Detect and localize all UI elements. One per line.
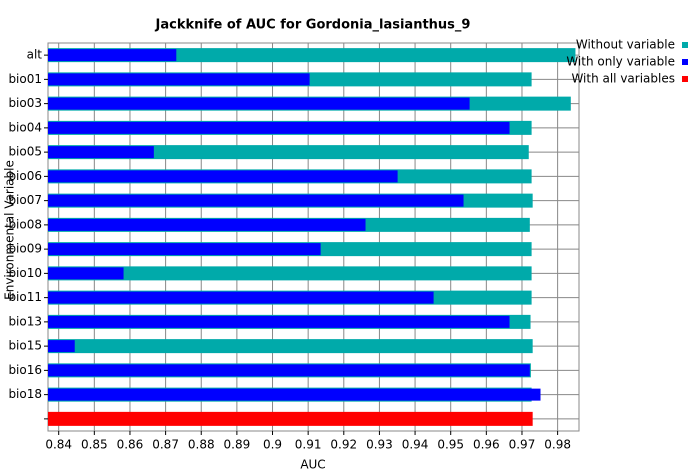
bar <box>48 340 75 353</box>
x-tick-label: 0.93 <box>366 438 393 452</box>
y-tick-label: bio18 <box>8 387 42 401</box>
x-tick-label: 0.92 <box>330 438 357 452</box>
bar <box>48 97 470 110</box>
y-axis-title: Environmental Variable <box>3 160 17 300</box>
bar <box>48 73 310 86</box>
x-tick-label: 0.94 <box>402 438 429 452</box>
bar <box>48 266 532 281</box>
y-tick-label: bio08 <box>8 217 42 231</box>
y-tick-label: bio01 <box>8 72 42 86</box>
bar <box>48 145 529 160</box>
y-tick-label: bio09 <box>8 242 42 256</box>
bar <box>48 218 366 231</box>
legend-label: With all variables <box>571 72 675 86</box>
y-tick-label: bio07 <box>8 193 42 207</box>
x-tick-label: 0.89 <box>224 438 251 452</box>
bar <box>48 411 533 426</box>
bar <box>48 49 177 62</box>
y-tick-label: bio13 <box>8 314 42 328</box>
y-tick-label: bio11 <box>8 290 42 304</box>
x-tick-label: 0.86 <box>117 438 144 452</box>
chart-title: Jackknife of AUC for Gordonia_lasianthus… <box>155 18 471 33</box>
x-tick-label: 0.88 <box>188 438 215 452</box>
x-tick-label: 0.85 <box>81 438 108 452</box>
x-tick-label: 0.95 <box>437 438 464 452</box>
y-tick-label: bio10 <box>8 266 42 280</box>
x-tick-label: 0.84 <box>45 438 72 452</box>
bar <box>48 364 530 377</box>
y-tick-label: bio04 <box>8 120 42 134</box>
bar <box>48 315 510 328</box>
x-tick-label: 0.98 <box>544 438 571 452</box>
legend-label: Without variable <box>576 38 675 52</box>
bar <box>48 388 541 401</box>
y-tick-label: bio15 <box>8 339 42 353</box>
y-tick-label: alt <box>27 48 43 62</box>
x-tick-label: 0.9 <box>263 438 282 452</box>
legend-swatch <box>682 59 688 65</box>
bar <box>48 146 154 159</box>
bar <box>48 267 124 280</box>
y-tick-label: bio03 <box>8 96 42 110</box>
legend-swatch <box>682 76 688 82</box>
x-tick-label: 0.91 <box>295 438 322 452</box>
y-tick-label: bio16 <box>8 363 42 377</box>
bar <box>48 339 533 354</box>
x-tick-label: 0.97 <box>509 438 536 452</box>
x-tick-label: 0.87 <box>152 438 179 452</box>
bar <box>48 48 576 63</box>
bar <box>48 291 434 304</box>
x-tick-label: 0.96 <box>473 438 500 452</box>
legend-label: With only variable <box>566 55 675 69</box>
legend-swatch <box>682 42 688 48</box>
y-tick-label: bio05 <box>8 145 42 159</box>
bar <box>48 243 321 256</box>
x-axis-title: AUC <box>300 458 325 472</box>
y-tick-label: bio06 <box>8 169 42 183</box>
bar <box>48 170 398 183</box>
bar <box>48 194 464 207</box>
bar <box>48 121 510 134</box>
